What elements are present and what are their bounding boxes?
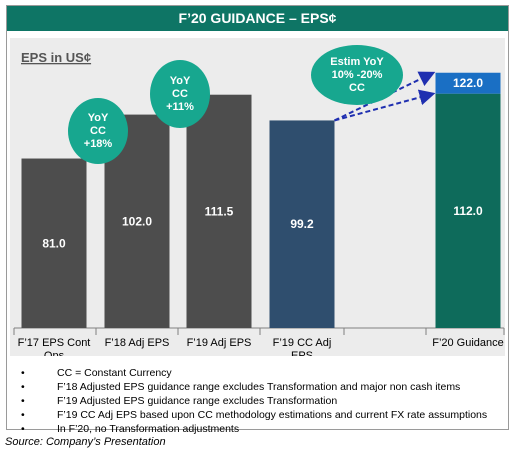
bar (435, 93, 501, 329)
yoy-bubble-text: +18% (84, 138, 113, 150)
bar-value-label: 122.0 (453, 76, 483, 90)
footnotes-list: CC = Constant Currency F’18 Adjusted EPS… (21, 366, 487, 436)
yoy-bubble-text: YoY (88, 112, 109, 124)
bar-value-label: 112.0 (453, 204, 483, 218)
x-tick-label: F’19 Adj EPS (187, 337, 252, 349)
yoy-bubble (150, 60, 210, 128)
x-tick-label: EPS (291, 350, 313, 356)
yoy-bubble (68, 98, 128, 164)
x-tick-label: F’20 Guidance (432, 337, 504, 349)
bar-stack-top (435, 72, 501, 94)
bar-value-label: 102.0 (122, 214, 152, 228)
yoy-bubble (311, 45, 403, 105)
footnote: F’19 CC Adj EPS based upon CC methodolog… (21, 408, 487, 422)
chart-area: EPS in US¢ 81.0 F’17 EPS Cont Ops 102.0 F’18 … (10, 38, 505, 356)
yoy-bubble-text: CC (90, 125, 106, 137)
source-note: Source: Company’s Presentation (5, 436, 166, 448)
bar (21, 158, 87, 328)
yoy-bubble-text: CC (349, 82, 365, 94)
x-tick-label: F’19 CC Adj (273, 337, 332, 349)
footnote: CC = Constant Currency (21, 366, 487, 380)
trend-arrow (334, 89, 436, 122)
x-tick-label: Ops (44, 350, 65, 356)
x-tick-label: F’18 Adj EPS (105, 337, 170, 349)
footnote: F’18 Adjusted EPS guidance range exclude… (21, 380, 487, 394)
bar-value-label: 81.0 (42, 236, 66, 250)
footnote: F’19 Adjusted EPS guidance range exclude… (21, 394, 487, 408)
chart-title: EPS in US¢ (21, 50, 91, 65)
bar (269, 120, 335, 328)
trend-arrow (334, 71, 436, 122)
footnote: In F’20, no Transformation adjustments (21, 422, 487, 436)
yoy-bubble-text: YoY (170, 75, 191, 87)
yoy-bubble-text: 10% -20% (332, 69, 383, 81)
bar-value-label: 99.2 (290, 217, 314, 231)
yoy-bubble-text: Estim YoY (330, 56, 384, 68)
slide-title: F’20 GUIDANCE – EPS¢ (7, 6, 508, 31)
yoy-bubble-text: +11% (166, 101, 194, 113)
slide-frame: F’20 GUIDANCE – EPS¢ EPS in US¢ 81.0 F’17 … (6, 5, 509, 436)
bar (186, 94, 252, 328)
bar-value-label: 111.5 (205, 204, 234, 218)
x-tick-label: F’17 EPS Cont (18, 337, 91, 349)
yoy-bubble-text: CC (172, 88, 188, 100)
